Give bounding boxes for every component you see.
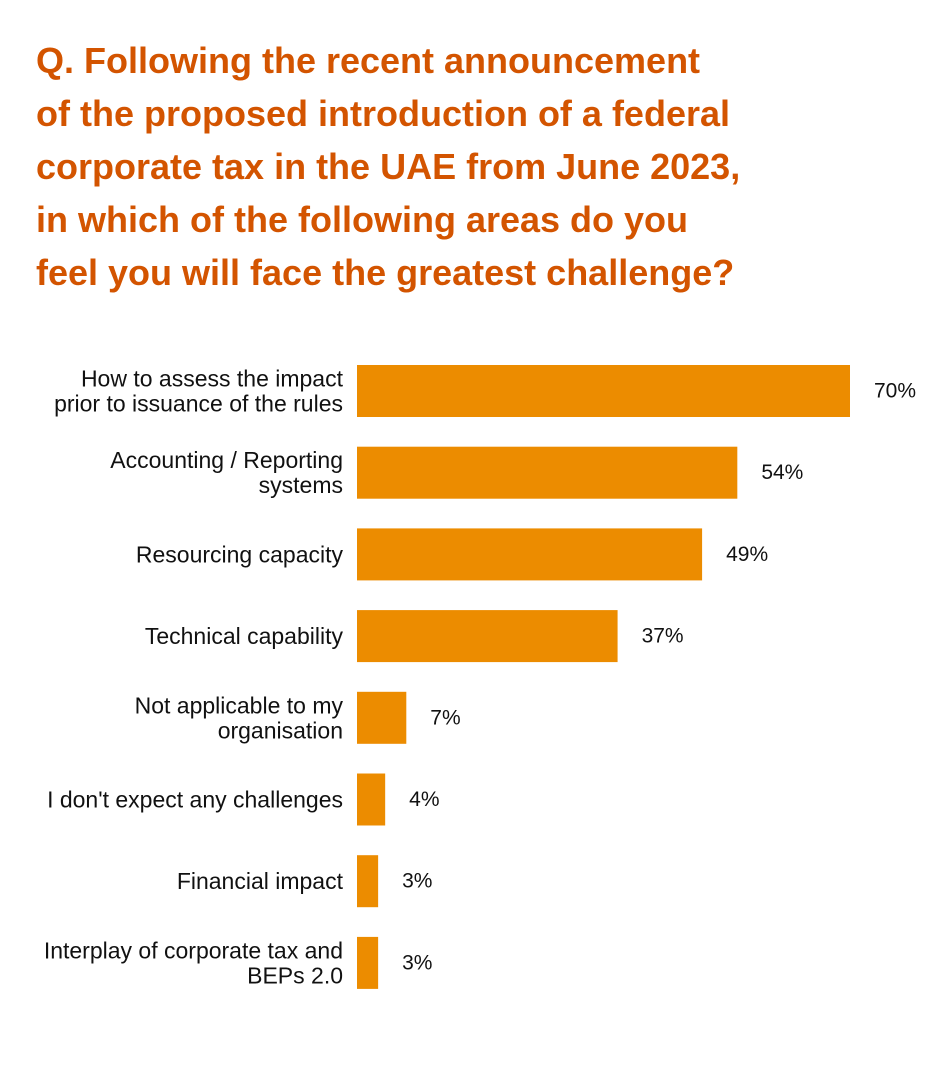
category-label-line: Financial impact (177, 868, 344, 894)
category-label: Accounting / Reporting systems (110, 447, 343, 498)
value-label: 37% (642, 625, 684, 648)
category-label-line: systems (259, 472, 343, 498)
value-label: 70% (874, 380, 916, 403)
category-label-line: Not applicable to my (135, 692, 344, 718)
category-label: Resourcing capacity (136, 541, 344, 567)
bar (357, 936, 379, 989)
category-label-line: Interplay of corporate tax and (44, 937, 343, 963)
category-label-line: Resourcing capacity (136, 541, 344, 567)
category-label: Not applicable to my organisation (135, 692, 344, 743)
bar (357, 610, 618, 663)
bars-group (357, 365, 850, 989)
category-label: Financial impact (177, 868, 344, 894)
value-label: 54% (761, 461, 803, 484)
value-label: 3% (402, 951, 432, 974)
bar (357, 773, 386, 826)
category-label-line: Accounting / Reporting (110, 447, 343, 473)
value-label: 4% (409, 788, 439, 811)
value-label: 3% (402, 870, 432, 893)
category-label-line: Technical capability (145, 623, 344, 649)
question-title: Q. Following the recent announcement of … (36, 40, 741, 293)
bar (357, 446, 738, 499)
category-label: How to assess the impact prior to issuanc… (54, 366, 344, 417)
category-label-line: I don't expect any challenges (47, 787, 343, 813)
category-label-line: organisation (218, 717, 343, 743)
category-label-line: prior to issuance of the rules (54, 391, 343, 417)
value-label: 7% (430, 706, 460, 729)
value-labels-group: 70% 54% 49% 37% 7% 4% 3% 3% (400, 378, 918, 977)
bar (357, 691, 407, 744)
category-labels-group: How to assess the impact prior to issuanc… (44, 366, 344, 989)
category-label: I don't expect any challenges (47, 787, 343, 813)
value-label: 49% (726, 543, 768, 566)
bar (357, 528, 703, 581)
category-label-line: How to assess the impact (81, 366, 344, 392)
bar (357, 365, 850, 417)
category-label: Interplay of corporate tax and BEPs 2.0 (44, 937, 343, 988)
category-label: Technical capability (145, 623, 344, 649)
bar (357, 855, 379, 908)
category-label-line: BEPs 2.0 (247, 962, 343, 988)
